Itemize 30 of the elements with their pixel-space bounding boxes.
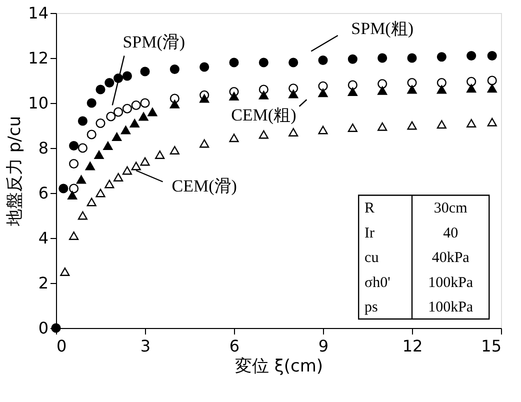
series-label: SPM(粗): [351, 18, 414, 38]
y-tick-label: 2: [38, 274, 48, 292]
y-tick-label: 4: [38, 228, 48, 248]
annotation: 100kPa: [428, 300, 474, 316]
annotation: cu: [364, 250, 380, 266]
y-tick-label: 0: [38, 318, 48, 338]
x-tick-label: 0: [56, 336, 67, 356]
y-tick-label: 8: [38, 138, 48, 158]
x-tick-label: 12: [402, 336, 423, 356]
y-tick-label: 12: [28, 48, 48, 68]
annotation: σh0': [364, 274, 391, 291]
x-tick-label: 9: [318, 336, 329, 356]
annotation: R: [364, 200, 375, 217]
annotation: Ir: [364, 225, 375, 242]
legend-label: CEM(滑): [172, 176, 237, 196]
y-axis-title: 地盤反力 p/cu: [5, 116, 26, 228]
annotation: 30cm: [434, 200, 468, 217]
x-tick-label: 6: [229, 336, 240, 356]
text: SPM(滑): [122, 32, 186, 52]
x-tick-label: 3: [140, 336, 151, 356]
annotation: 40: [443, 225, 458, 242]
y-tick-label: 14: [28, 4, 48, 22]
annotation: ps: [364, 300, 378, 316]
x-axis-title: 変位 ξ(cm): [234, 356, 324, 376]
y-tick-label: 6: [38, 184, 48, 202]
x-tick-label: 15: [481, 336, 502, 356]
annotation: 100kPa: [428, 274, 474, 291]
y-tick-label: 10: [28, 94, 48, 112]
annotation: 40kPa: [432, 250, 470, 266]
series-label: CEM(粗): [231, 105, 296, 124]
